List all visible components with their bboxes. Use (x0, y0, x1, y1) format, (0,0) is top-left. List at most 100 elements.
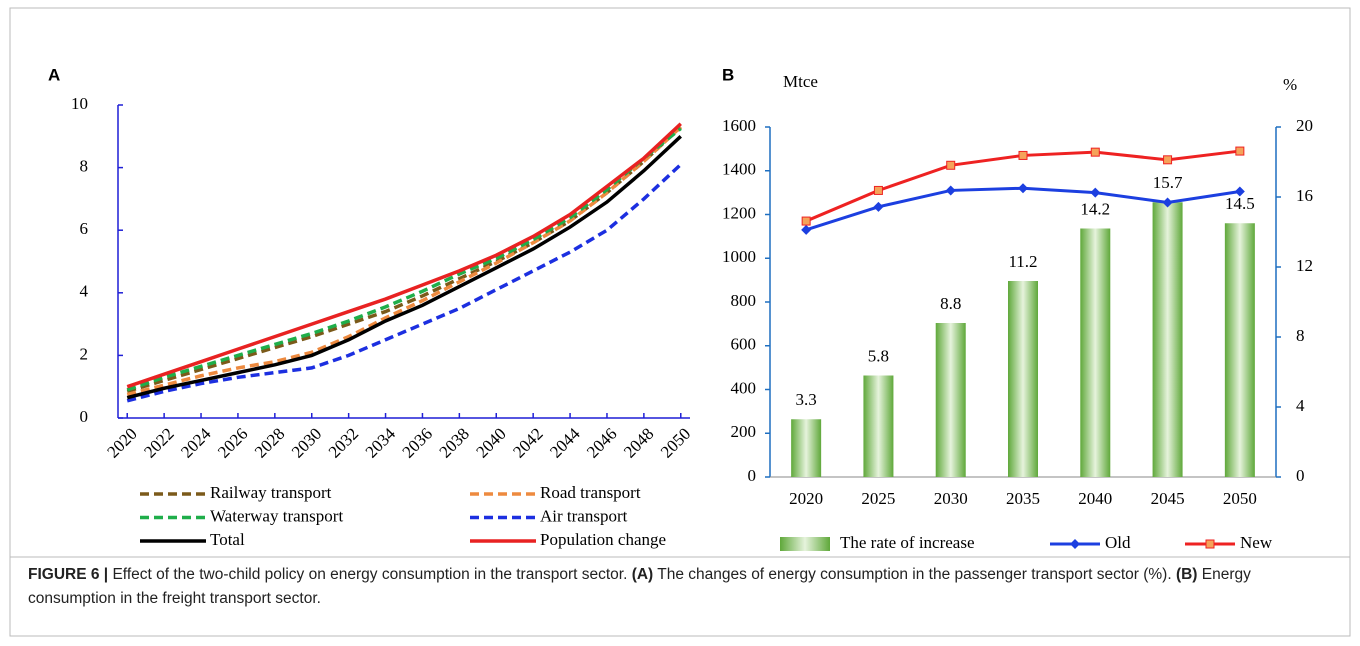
data-label: 11.2 (1008, 252, 1037, 271)
y-tick-label: 6 (80, 219, 89, 238)
bar (1152, 202, 1183, 477)
panel-label: A (48, 65, 60, 84)
y-tick-label: 600 (731, 335, 757, 354)
bar (791, 419, 822, 477)
line-marker (801, 216, 811, 226)
x-tick-label: 2046 (583, 424, 620, 461)
x-tick-label: 2024 (177, 424, 215, 462)
y-tick-label: 1000 (722, 247, 756, 266)
line-marker (873, 201, 884, 212)
x-tick-label: 2044 (546, 424, 584, 462)
x-tick-label: 2026 (214, 424, 251, 461)
legend-swatch (780, 537, 830, 551)
y-tick-label: 1600 (722, 116, 756, 135)
data-label: 5.8 (868, 346, 889, 365)
y2-tick-label: 20 (1296, 116, 1313, 135)
x-tick-label: 2020 (103, 424, 140, 461)
series-line (126, 125, 682, 394)
legend-label: The rate of increase (840, 533, 975, 552)
x-tick-label: 2034 (362, 424, 400, 462)
line-marker (1235, 146, 1245, 156)
legend-label: Waterway transport (210, 506, 343, 525)
data-label: 3.3 (796, 390, 817, 409)
legend-marker (1205, 539, 1215, 549)
x-tick-label: 2038 (435, 424, 472, 461)
y2-tick-label: 0 (1296, 466, 1305, 485)
legend-label: Old (1105, 533, 1131, 552)
y-tick-label: 2 (80, 344, 89, 363)
line-marker (801, 224, 812, 235)
panel-label: B (722, 65, 734, 84)
y-tick-label: 1200 (722, 203, 756, 222)
legend-label: Air transport (540, 506, 628, 525)
x-tick-label: 2028 (251, 424, 288, 461)
legend-label: Population change (540, 530, 666, 549)
x-tick-label: 2040 (1078, 489, 1112, 508)
line-marker (1090, 187, 1101, 198)
legend-label: Total (210, 530, 245, 549)
caption-part: (B) (1175, 566, 1198, 583)
bar (863, 375, 894, 477)
legend-label: Road transport (540, 483, 641, 502)
x-tick-label: 2045 (1151, 489, 1185, 508)
series-line (126, 163, 682, 403)
x-tick-label: 2035 (1006, 489, 1040, 508)
line-marker (1090, 147, 1100, 157)
y2-axis-label: % (1283, 75, 1297, 94)
x-tick-label: 2050 (1223, 489, 1257, 508)
x-tick-label: 2040 (472, 424, 509, 461)
data-label: 8.8 (940, 294, 961, 313)
legend-label: New (1240, 533, 1273, 552)
series-line (126, 125, 682, 397)
y-tick-label: 200 (731, 422, 757, 441)
y-tick-label: 4 (80, 282, 89, 301)
data-label: 14.5 (1225, 194, 1255, 213)
data-label: 15.7 (1153, 173, 1183, 192)
legend-label: Railway transport (210, 483, 332, 502)
series-line (126, 127, 682, 392)
series-line (126, 122, 682, 389)
bar (1008, 281, 1038, 477)
caption-part: (A) (631, 566, 654, 583)
y-tick-label: 0 (748, 466, 757, 485)
x-tick-label: 2022 (140, 424, 177, 461)
x-tick-label: 2025 (861, 489, 895, 508)
x-tick-label: 2030 (934, 489, 968, 508)
y-tick-label: 400 (731, 378, 757, 397)
caption-text: Effect of the two-child policy on energy… (112, 566, 628, 583)
line-marker (946, 160, 956, 170)
series-line (126, 135, 682, 400)
line-marker (1018, 150, 1028, 160)
frame (9, 7, 1351, 637)
x-tick-label: 2020 (789, 489, 823, 508)
legend-marker (1070, 539, 1080, 549)
line-marker (1018, 183, 1028, 194)
y2-tick-label: 12 (1296, 256, 1313, 275)
line-marker (945, 185, 956, 196)
line-marker (1163, 155, 1173, 165)
line-marker (1234, 186, 1245, 197)
x-tick-label: 2050 (657, 424, 694, 461)
x-tick-label: 2030 (288, 424, 325, 461)
line-marker (873, 185, 883, 195)
x-tick-label: 2042 (509, 424, 546, 461)
data-label: 14.2 (1080, 199, 1110, 218)
y-tick-label: 1400 (722, 160, 756, 179)
y-axis-label: Mtce (783, 72, 818, 91)
y-tick-label: 10 (71, 94, 88, 113)
caption-text: Energy consumption in the freight transp… (28, 566, 1251, 607)
y-tick-label: 800 (731, 291, 757, 310)
caption-label: FIGURE 6 | (28, 566, 109, 583)
y2-tick-label: 4 (1296, 396, 1305, 415)
caption-text: The changes of energy consumption in the… (657, 566, 1172, 583)
y2-tick-label: 8 (1296, 326, 1305, 345)
caption: FIGURE 6 | Effect of the two-child polic… (28, 563, 1328, 611)
x-tick-label: 2032 (325, 424, 362, 461)
y-tick-label: 8 (80, 157, 89, 176)
y-tick-label: 0 (80, 407, 89, 426)
bar (935, 323, 966, 477)
y2-tick-label: 16 (1296, 186, 1313, 205)
line-marker (1162, 197, 1173, 208)
